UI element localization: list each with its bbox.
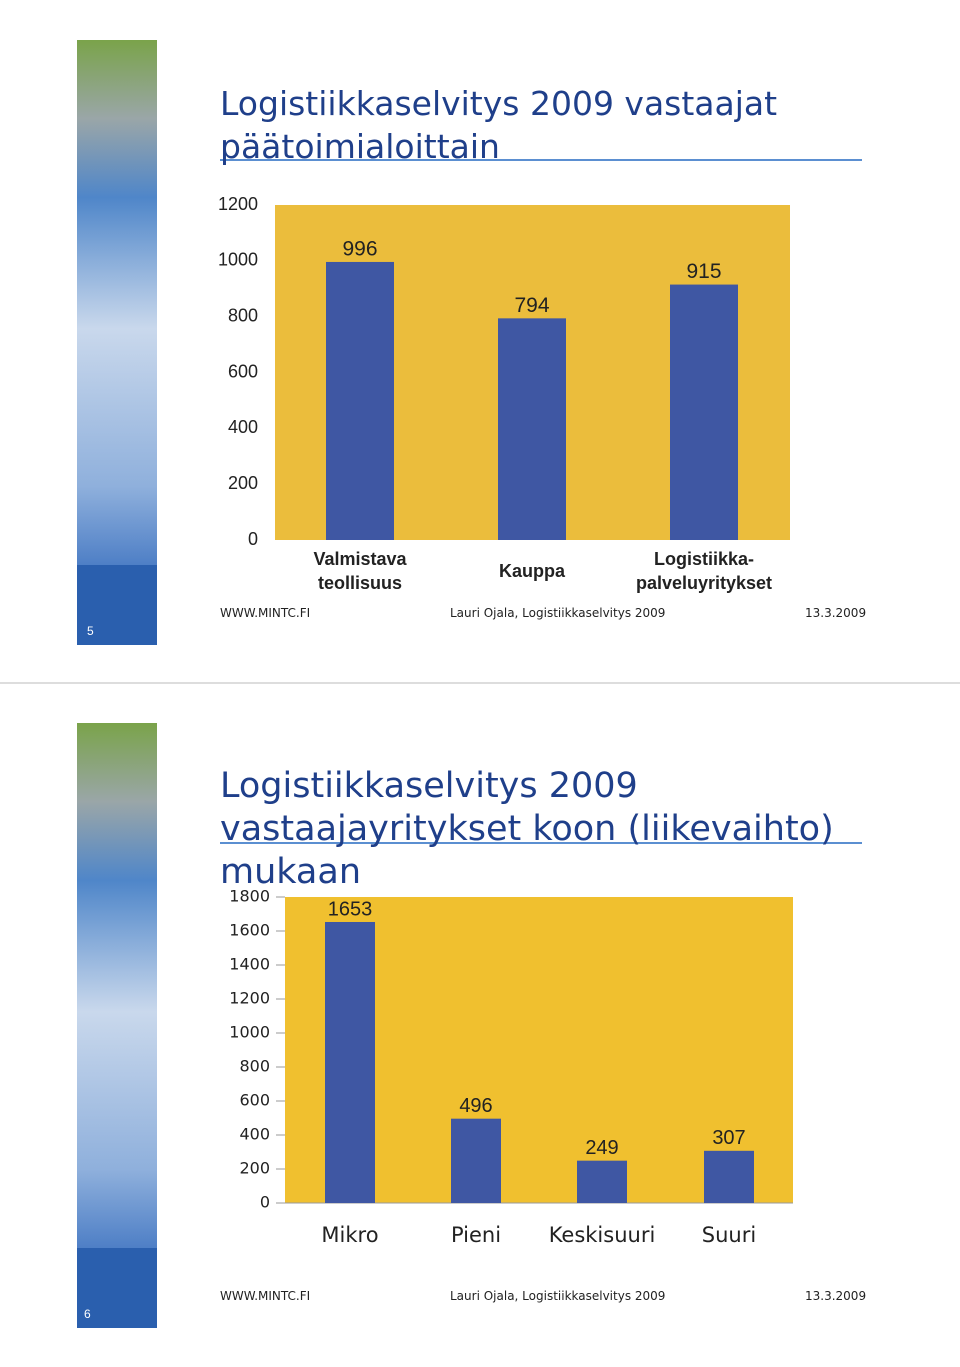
y-tick-label: 600	[228, 361, 258, 381]
y-tick-label: 0	[248, 529, 258, 549]
x-tick-label: Suuri	[701, 1223, 757, 1247]
footer-left: WWW.MINTC.FI	[220, 1289, 311, 1303]
bar	[670, 284, 738, 540]
logo-box	[77, 1248, 157, 1328]
value-label: 996	[342, 237, 377, 260]
x-tick-label: Pieni	[450, 1223, 502, 1247]
y-tick-label: 400	[228, 417, 258, 437]
footer-right: 13.3.2009	[805, 606, 867, 620]
y-tick-label: 1600	[229, 921, 270, 940]
value-label: 794	[514, 294, 549, 317]
logo-box	[77, 565, 157, 645]
side-image	[77, 40, 157, 565]
value-label: 496	[459, 1095, 492, 1117]
x-tick-label: Kauppa	[498, 561, 565, 581]
value-label: 915	[686, 260, 721, 283]
slide-number: 6	[84, 1307, 91, 1321]
y-tick-label: 1200	[229, 989, 270, 1008]
x-tick-label: Valmistava teollisuus	[313, 549, 407, 593]
slide-title: Logistiikkaselvitys 2009 vastaajayrityks…	[220, 766, 834, 892]
y-tick-label: 1000	[229, 1023, 270, 1042]
footer-center: Lauri Ojala, Logistiikkaselvitys 2009	[450, 606, 666, 620]
y-tick-label: 1400	[229, 955, 270, 974]
y-tick-label: 200	[239, 1159, 270, 1178]
footer-right: 13.3.2009	[805, 1289, 867, 1303]
footer-left: WWW.MINTC.FI	[220, 606, 311, 620]
y-tick-label: 800	[228, 305, 258, 325]
y-tick-label: 400	[239, 1125, 270, 1144]
slide-title: Logistiikkaselvitys 2009 vastaajat pääto…	[220, 84, 778, 166]
x-tick-label: Logistiikka-palveluyritykset	[635, 549, 773, 593]
x-tick-label: Mikro	[321, 1223, 379, 1247]
side-image	[77, 723, 157, 1248]
y-tick-label: 1200	[218, 194, 258, 214]
y-tick-label: 800	[239, 1057, 270, 1076]
bar	[577, 1160, 627, 1203]
y-tick-label: 0	[260, 1193, 270, 1212]
bar	[498, 318, 566, 540]
y-tick-label: 600	[239, 1091, 270, 1110]
y-tick-label: 1000	[218, 250, 258, 270]
value-label: 249	[585, 1137, 618, 1159]
bar	[704, 1150, 754, 1203]
y-tick-label: 1800	[229, 887, 270, 906]
slide-number: 5	[87, 624, 94, 638]
x-tick-label: Keskisuuri	[548, 1223, 656, 1247]
y-tick-label: 200	[228, 473, 258, 493]
bar	[451, 1118, 501, 1203]
bar	[325, 921, 375, 1203]
bar	[326, 261, 394, 540]
value-label: 1653	[328, 898, 373, 920]
footer-center: Lauri Ojala, Logistiikkaselvitys 2009	[450, 1289, 666, 1303]
value-label: 307	[712, 1127, 745, 1149]
